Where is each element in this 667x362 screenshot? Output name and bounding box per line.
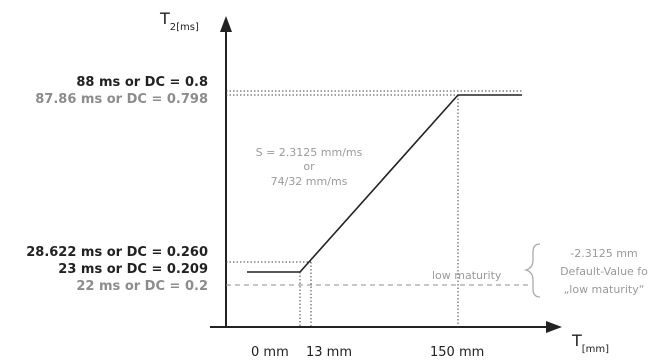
y-label-23ms: 23 ms or DC = 0.209 (58, 262, 208, 277)
y-axis-title: T2[ms] (159, 9, 199, 33)
slope-note-line3: 74/32 mm/ms (271, 175, 348, 188)
curly-brace-icon (523, 243, 541, 298)
x-label-13mm: 13 mm (306, 345, 352, 360)
x-axis-arrow-icon (546, 321, 562, 333)
y-label-88ms: 88 ms or DC = 0.8 (76, 75, 208, 90)
curve-line (247, 94, 522, 273)
y-label-22ms: 22 ms or DC = 0.2 (76, 279, 208, 294)
y-axis-arrow-icon (220, 16, 232, 32)
x-label-0mm: 0 mm (251, 345, 289, 360)
x-label-150mm: 150 mm (430, 345, 484, 360)
side-note-line3: „low maturity“ (564, 283, 645, 296)
y-label-8786ms: 87.86 ms or DC = 0.798 (35, 92, 208, 107)
slope-note-line2: or (303, 160, 315, 173)
slope-note-line1: S = 2.3125 mm/ms (256, 146, 363, 159)
x-axis-title: T[mm] (571, 331, 609, 355)
side-note-line1: -2.3125 mm (570, 247, 637, 260)
y-label-28622ms: 28.622 ms or DC = 0.260 (26, 245, 208, 260)
side-note-line2: Default-Value fo (560, 265, 648, 278)
low-maturity-label: low maturity (432, 269, 502, 282)
